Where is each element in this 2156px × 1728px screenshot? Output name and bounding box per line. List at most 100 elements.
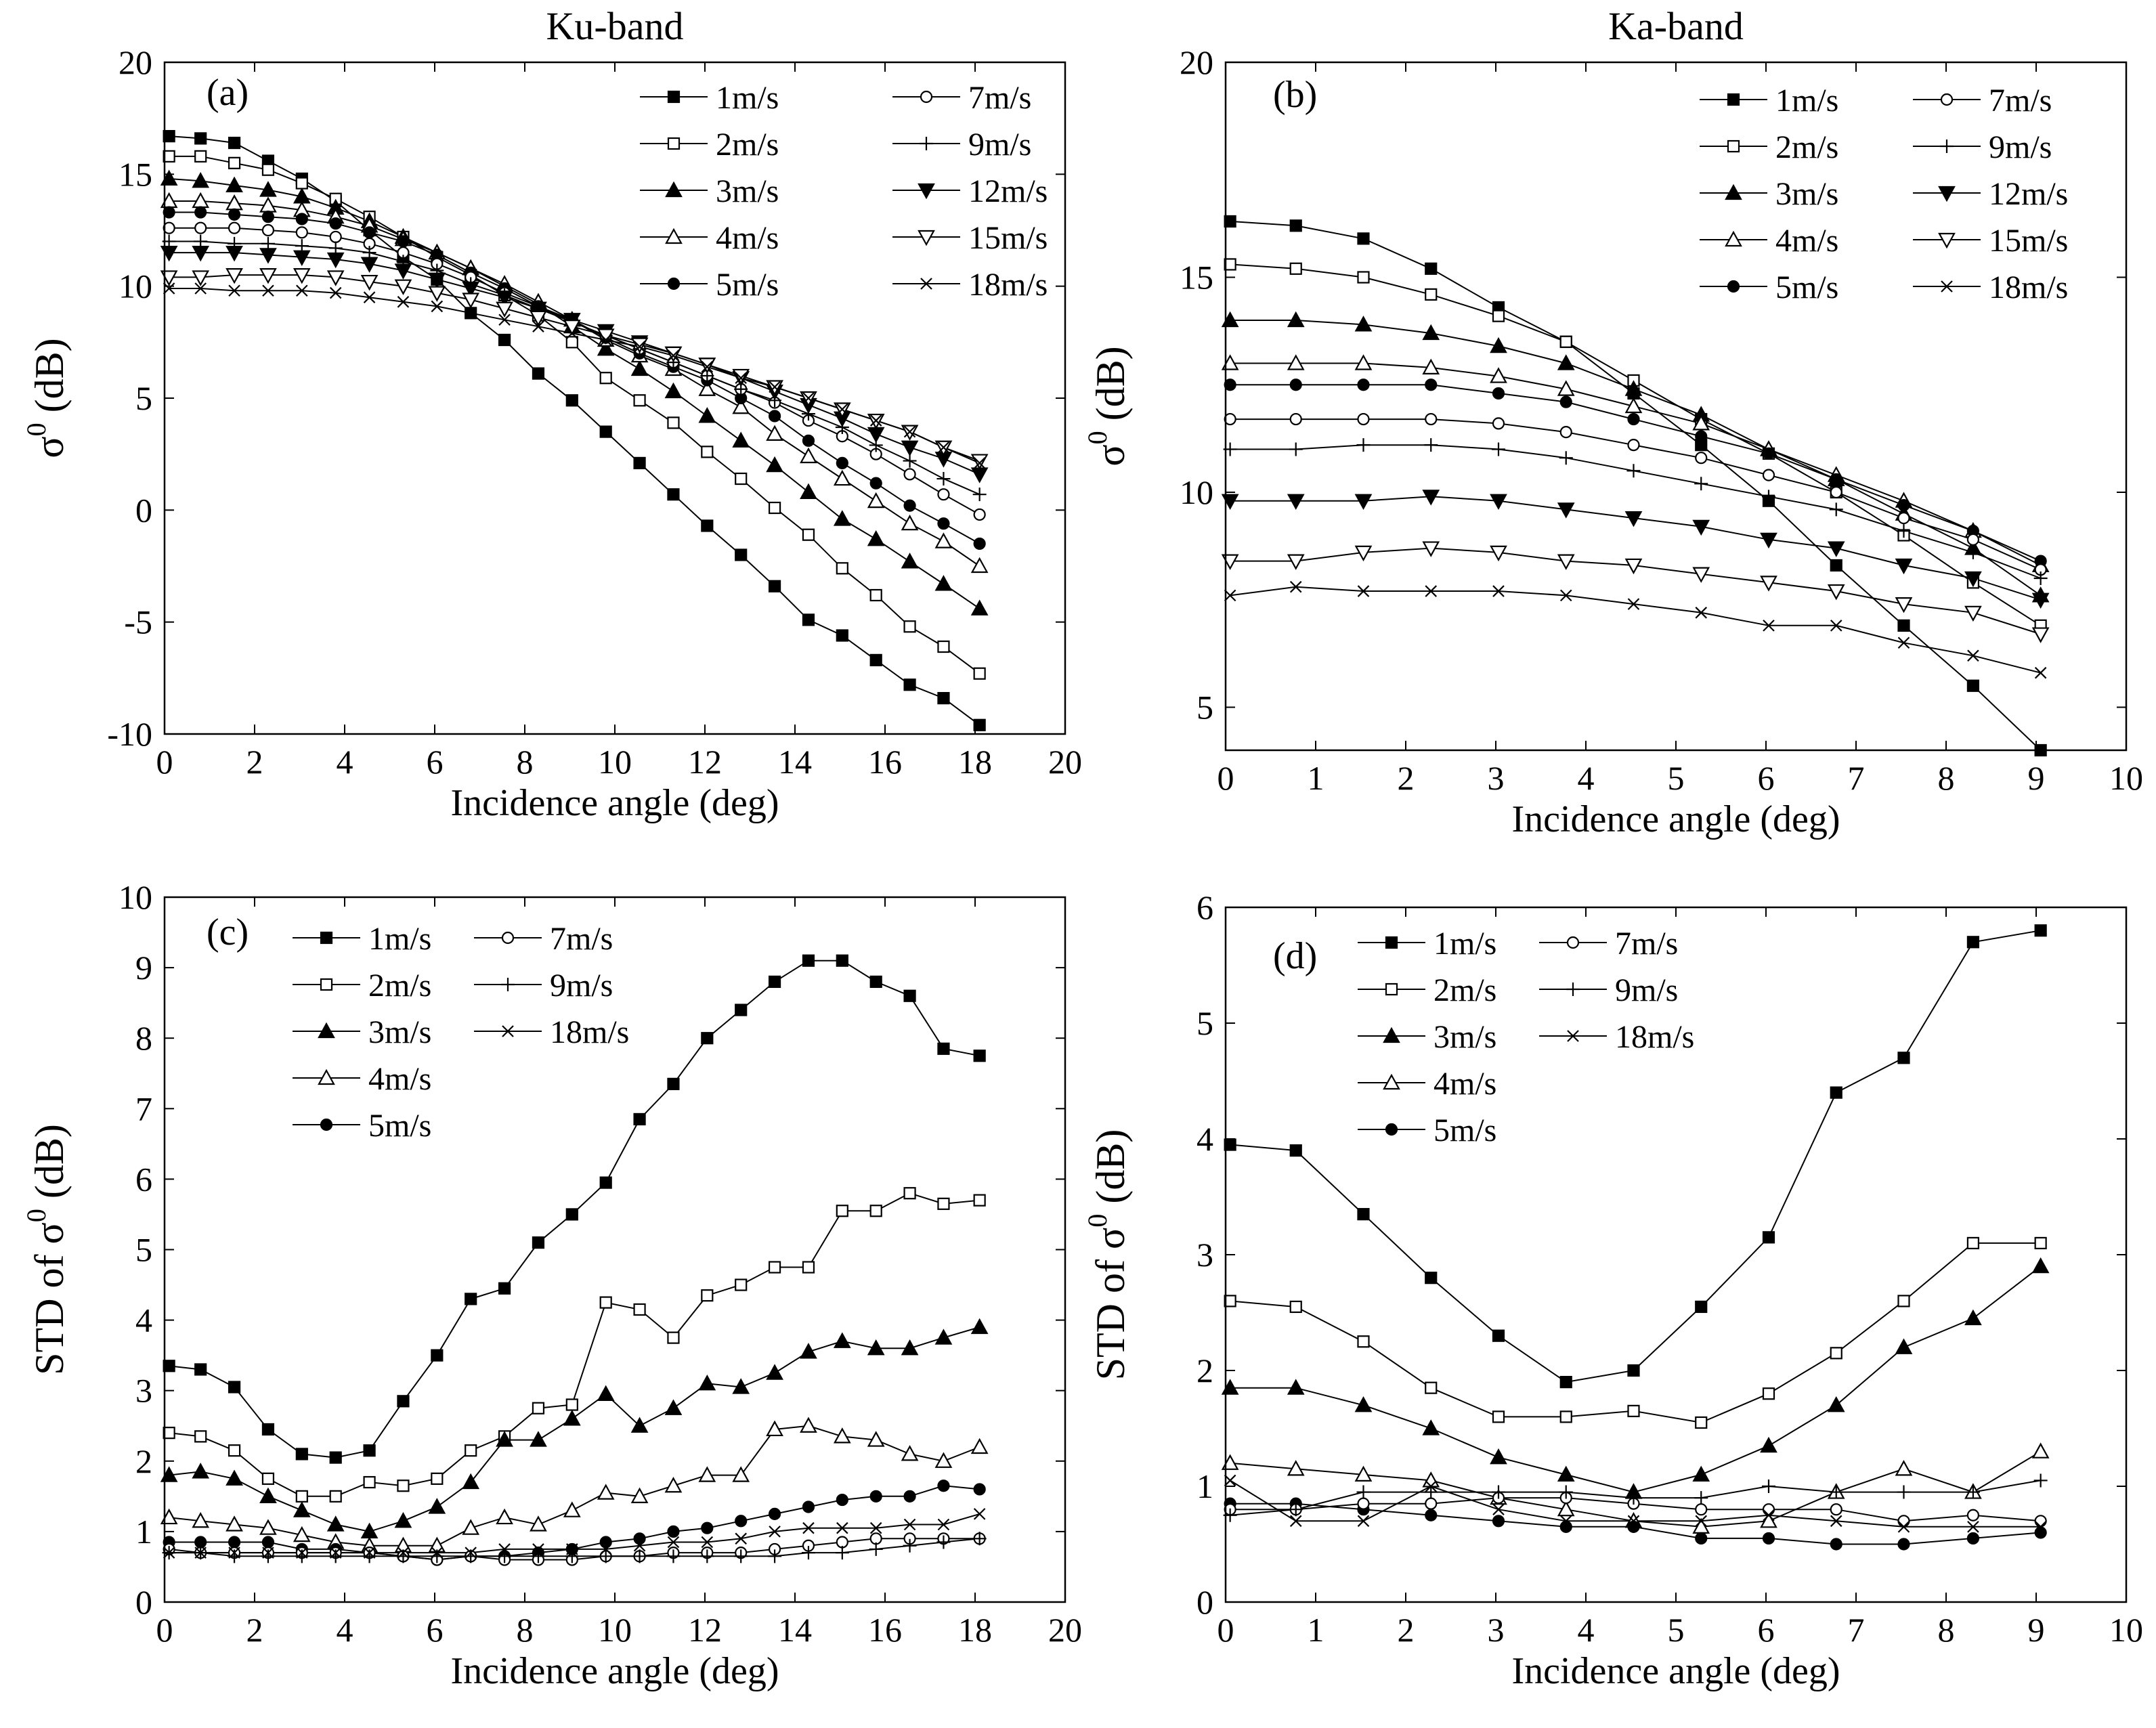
data-point-9m-per-s: [1897, 524, 1911, 538]
data-point-18m-per-s: [903, 1518, 916, 1531]
data-point-1m-per-s: [565, 1208, 578, 1221]
data-point-15m-per-s: [563, 320, 581, 336]
data-point-2m-per-s: [768, 1261, 781, 1274]
series-markers-18m-per-s: [1224, 1474, 2047, 1533]
data-point-18m-per-s: [701, 360, 714, 373]
panel-label: (a): [207, 72, 249, 114]
chart-title: Ku-band: [546, 4, 684, 48]
x-tick-label: 14: [778, 1611, 812, 1649]
data-point-1m-per-s: [1224, 215, 1236, 228]
data-point-2m-per-s: [1492, 1410, 1505, 1423]
legend-entry-3m-per-s: 3m/s: [640, 173, 779, 209]
data-point-2m-per-s: [465, 1444, 477, 1457]
series-line-5m-per-s: [169, 211, 980, 544]
y-axis-label-main: σ: [1088, 444, 1133, 466]
legend-entry-4m-per-s: 4m/s: [293, 1061, 431, 1097]
data-point-18m-per-s: [194, 282, 207, 295]
x-tick-label: 4: [337, 743, 353, 781]
legend-label: 18m/s: [968, 267, 1048, 303]
data-point-4m-per-s: [2031, 1442, 2050, 1459]
data-point-12m-per-s: [1624, 511, 1643, 527]
data-point-1m-per-s: [701, 1032, 714, 1045]
data-point-2m-per-s: [667, 416, 680, 429]
legend-label: 9m/s: [968, 127, 1031, 163]
data-point-15m-per-s: [1964, 605, 1982, 622]
data-point-18m-per-s: [397, 1547, 410, 1559]
data-point-2m-per-s: [194, 150, 207, 163]
data-point-5m-per-s: [329, 217, 342, 230]
data-point-4m-per-s: [1557, 1500, 1575, 1517]
data-point-7m-per-s: [836, 1536, 848, 1549]
x-tick-label: 14: [778, 743, 812, 781]
plot-area: [1221, 924, 2050, 1551]
data-point-12m-per-s: [259, 248, 277, 264]
data-point-15m-per-s: [394, 279, 412, 295]
plot-area: [160, 954, 989, 1566]
data-point-3m-per-s: [630, 1417, 649, 1433]
data-point-3m-per-s: [394, 1512, 412, 1528]
data-point-4m-per-s: [732, 397, 750, 414]
data-point-5m-per-s: [1897, 1538, 1910, 1551]
data-point-4m-per-s: [1692, 414, 1710, 431]
data-point-12m-per-s: [1964, 571, 1982, 588]
x-tick-label: 18: [958, 743, 992, 781]
data-point-18m-per-s: [937, 1518, 950, 1531]
panel-label: (b): [1273, 74, 1317, 116]
legend-label: 2m/s: [368, 968, 431, 1003]
data-point-9m-per-s: [972, 1532, 987, 1546]
data-point-7m-per-s: [1897, 1515, 1910, 1528]
data-point-2m-per-s: [565, 1398, 578, 1411]
legend-label: 4m/s: [1775, 223, 1838, 259]
data-point-2m-per-s: [701, 1289, 714, 1302]
data-point-7m-per-s: [1762, 1503, 1775, 1516]
legend-marker: [920, 137, 933, 150]
legend-entry-4m-per-s: 4m/s: [640, 220, 779, 256]
data-point-5m-per-s: [1966, 1532, 1979, 1545]
data-point-5m-per-s: [1492, 387, 1505, 400]
data-point-1m-per-s: [633, 456, 646, 469]
data-point-15m-per-s: [1354, 545, 1373, 562]
data-point-18m-per-s: [296, 1547, 308, 1559]
data-point-5m-per-s: [1762, 447, 1775, 460]
data-point-1m-per-s: [532, 1236, 545, 1249]
data-point-4m-per-s: [970, 557, 989, 574]
data-point-18m-per-s: [667, 349, 680, 362]
data-point-3m-per-s: [1964, 1309, 1982, 1326]
y-tick-label: 10: [118, 267, 152, 305]
data-point-7m-per-s: [1966, 533, 1979, 546]
y-tick-label: 20: [118, 43, 152, 81]
x-tick-label: 8: [517, 743, 534, 781]
data-point-2m-per-s: [1695, 1416, 1708, 1429]
data-point-18m-per-s: [1425, 1480, 1438, 1492]
data-point-1m-per-s: [261, 1423, 275, 1436]
data-point-18m-per-s: [1224, 589, 1236, 602]
data-point-18m-per-s: [465, 307, 477, 320]
y-tick-label: 5: [1196, 1004, 1213, 1042]
x-tick-label: 0: [1217, 1611, 1234, 1649]
data-point-9m-per-s: [700, 1549, 714, 1563]
series-line-18m-per-s: [1230, 586, 2041, 674]
data-point-3m-per-s: [800, 483, 817, 499]
data-point-5m-per-s: [295, 213, 308, 225]
data-point-3m-per-s: [901, 553, 919, 569]
data-point-5m-per-s: [397, 235, 410, 248]
data-point-7m-per-s: [1762, 469, 1775, 481]
legend-marker: [1938, 186, 1956, 202]
data-point-4m-per-s: [597, 1484, 615, 1500]
data-point-9m-per-s: [734, 1549, 748, 1563]
data-point-3m-per-s: [1624, 380, 1643, 396]
data-point-18m-per-s: [1492, 1503, 1505, 1515]
data-point-3m-per-s: [1692, 1465, 1710, 1482]
x-tick-label: 1: [1308, 1611, 1324, 1649]
data-point-9m-per-s: [1289, 1503, 1303, 1517]
x-tick-label: 4: [1578, 1611, 1595, 1649]
legend-label: 15m/s: [968, 220, 1048, 256]
data-point-3m-per-s: [698, 1375, 716, 1391]
data-point-4m-per-s: [563, 1501, 581, 1517]
series-markers-5m-per-s: [163, 206, 986, 550]
data-point-4m-per-s: [1557, 380, 1575, 396]
legend-label: 1m/s: [368, 921, 431, 957]
data-point-9m-per-s: [2033, 1473, 2048, 1488]
y-axis-label-sup: 0: [1082, 1214, 1113, 1228]
